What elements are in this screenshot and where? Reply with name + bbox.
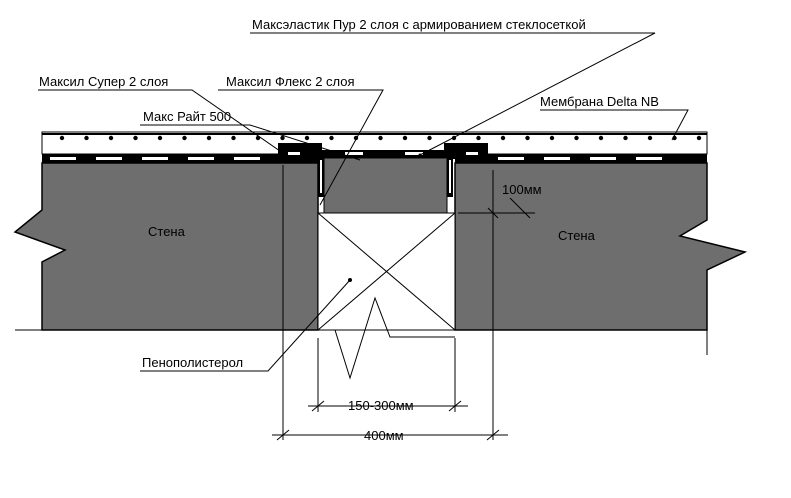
dim-depth: 100мм: [502, 182, 542, 197]
membrane-dot: [378, 135, 383, 141]
waterproof-dash: [636, 157, 662, 160]
membrane-dot: [133, 135, 138, 141]
membrane-dot: [500, 135, 506, 141]
base-line: [15, 296, 708, 380]
waterproof-dash: [234, 157, 260, 160]
label-wall-right: Стена: [558, 228, 596, 243]
label-maxil-flex: Максил Флекс 2 слоя: [226, 74, 355, 89]
membrane-dot: [696, 135, 702, 141]
waterproofing-layer: [42, 154, 707, 163]
joint-reinforcement: [278, 143, 488, 197]
membrane-dot: [304, 135, 310, 141]
membrane-layer: [41, 131, 708, 155]
waterproof-dash: [96, 157, 122, 160]
label-polystyrene: Пенополистерол: [142, 355, 243, 370]
membrane-dot: [647, 135, 653, 141]
leader-lines: [38, 32, 689, 372]
dimension-lines: [272, 165, 535, 441]
membrane-dot: [280, 135, 285, 141]
membrane-dot: [476, 135, 481, 141]
waterproof-dash: [498, 157, 524, 160]
membrane-dot: [108, 135, 114, 141]
membrane-dot: [574, 135, 579, 141]
membrane-dot: [231, 135, 236, 141]
polystyrene-insulation: [317, 212, 456, 331]
label-maxil-super: Максил Супер 2 слоя: [39, 74, 168, 89]
membrane-dot: [84, 135, 89, 141]
membrane-dot: [182, 135, 187, 141]
label-membrane: Мембрана Delta NB: [540, 94, 659, 109]
membrane-dot: [598, 135, 604, 141]
labels: Максэластик Пур 2 слоя с армированием ст…: [39, 17, 659, 443]
membrane-dot: [206, 135, 212, 141]
membrane-dot: [59, 135, 65, 141]
wall-right: [454, 162, 748, 331]
waterproofing-dashes: [50, 157, 662, 160]
membrane-dot: [623, 135, 628, 141]
membrane-dot: [427, 135, 432, 141]
membrane-dot: [329, 135, 334, 141]
label-wall-left: Стена: [148, 224, 186, 239]
waterproof-dash: [142, 157, 168, 160]
waterproof-dash: [590, 157, 616, 160]
membrane-dot: [157, 135, 163, 141]
membrane-dot: [525, 135, 530, 141]
membrane-dot: [549, 135, 555, 141]
membrane-dots: [59, 135, 702, 141]
dim-total: 400мм: [364, 428, 404, 443]
label-max-rait: Макс Райт 500: [143, 109, 231, 124]
waterproof-dash: [50, 157, 76, 160]
wall-left: [13, 162, 319, 331]
center-block: [323, 157, 448, 214]
waterproof-dash: [188, 157, 214, 160]
membrane-dot: [402, 135, 408, 141]
label-maxelastic: Максэластик Пур 2 слоя с армированием ст…: [252, 17, 586, 32]
dim-gap: 150-300мм: [348, 398, 414, 413]
waterproof-dash: [544, 157, 570, 160]
